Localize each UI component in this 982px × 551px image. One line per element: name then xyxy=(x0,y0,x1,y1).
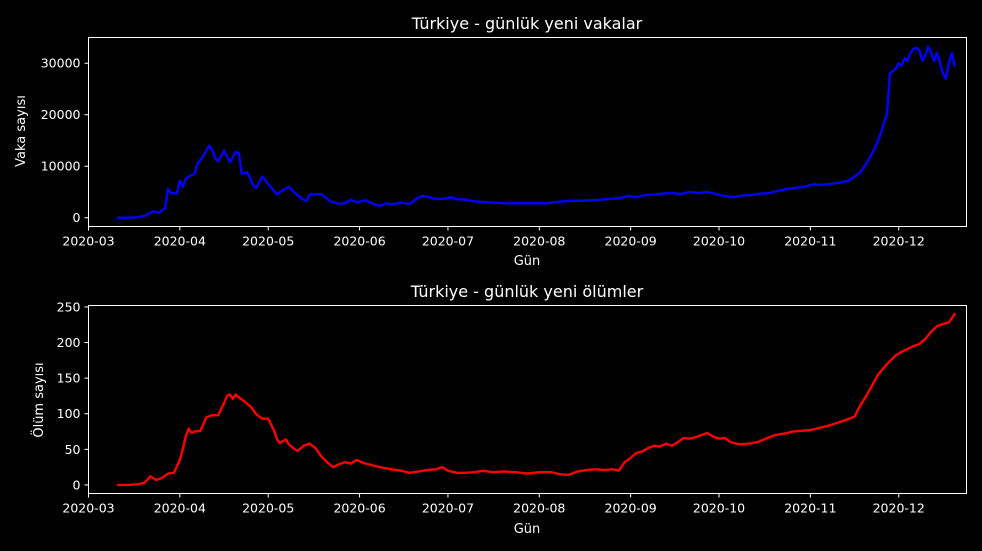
cases-x-tick-label: 2020-03 xyxy=(62,234,114,249)
cases-series-line xyxy=(116,45,956,219)
deaths-x-tick-label: 2020-06 xyxy=(333,501,385,516)
deaths-y-tick-label: 50 xyxy=(65,442,81,457)
cases-chart-title: Türkiye - günlük yeni vakalar xyxy=(411,14,643,33)
cases-x-tick-label: 2020-12 xyxy=(873,234,925,249)
deaths-y-tick-label: 250 xyxy=(57,299,81,314)
deaths-x-tick-label: 2020-05 xyxy=(242,501,294,516)
deaths-chart-title: Türkiye - günlük yeni ölümler xyxy=(410,282,644,301)
deaths-x-tick-label: 2020-03 xyxy=(62,501,114,516)
deaths-y-tick-label: 150 xyxy=(57,371,81,386)
cases-x-tick-label: 2020-04 xyxy=(154,234,206,249)
cases-y-tick-label: 10000 xyxy=(41,159,81,174)
deaths-y-tick-label: 0 xyxy=(73,477,81,492)
deaths-x-tick-label: 2020-11 xyxy=(784,501,836,516)
deaths-ticks: 2020-03 2020-04 2020-05 2020-06 2020-07 2020-… xyxy=(57,299,925,515)
deaths-x-tick-label: 2020-04 xyxy=(154,501,206,516)
cases-y-tick-label: 20000 xyxy=(41,107,81,122)
deaths-chart: Türkiye - günlük yeni ölümler Gün Ölüm s… xyxy=(30,282,967,537)
deaths-x-tick-label: 2020-12 xyxy=(873,501,925,516)
deaths-y-axis-label: Ölüm sayısı xyxy=(30,362,47,437)
cases-x-tick-label: 2020-06 xyxy=(333,234,385,249)
cases-x-axis-label: Gün xyxy=(514,254,541,269)
cases-x-tick-label: 2020-10 xyxy=(693,234,745,249)
cases-x-tick-label: 2020-07 xyxy=(422,234,474,249)
deaths-x-tick-label: 2020-08 xyxy=(513,501,565,516)
cases-ticks: 2020-03 2020-04 2020-05 2020-06 2020-07 2020-… xyxy=(41,56,925,249)
deaths-x-tick-label: 2020-09 xyxy=(605,501,657,516)
cases-chart: Türkiye - günlük yeni vakalar Gün Vaka s… xyxy=(14,14,967,269)
cases-x-tick-label: 2020-05 xyxy=(242,234,294,249)
deaths-y-tick-label: 100 xyxy=(57,406,81,421)
deaths-series-line xyxy=(116,312,956,487)
cases-y-axis-label: Vaka sayısı xyxy=(14,95,29,167)
cases-y-tick-label: 30000 xyxy=(41,56,81,71)
deaths-x-axis-label: Gün xyxy=(514,522,541,537)
cases-x-tick-label: 2020-09 xyxy=(605,234,657,249)
cases-plot-frame xyxy=(88,37,967,227)
deaths-plot-frame xyxy=(88,305,967,494)
deaths-y-tick-label: 200 xyxy=(57,335,81,350)
cases-x-tick-label: 2020-08 xyxy=(513,234,565,249)
deaths-x-tick-label: 2020-07 xyxy=(422,501,474,516)
cases-x-tick-label: 2020-11 xyxy=(784,234,836,249)
deaths-x-tick-label: 2020-10 xyxy=(693,501,745,516)
cases-y-tick-label: 0 xyxy=(73,210,81,225)
